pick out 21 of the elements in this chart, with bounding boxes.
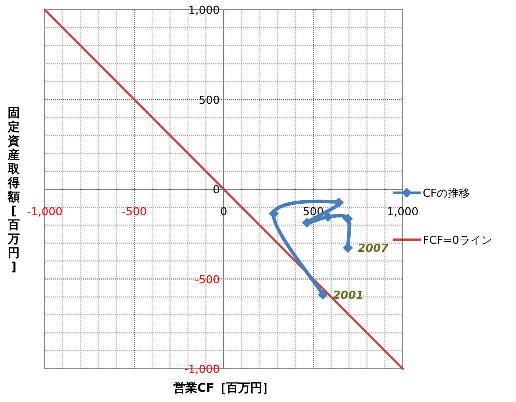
y-tick-label: 500 [199,94,220,107]
point [334,198,344,208]
x-tick-label: 1,000 [387,206,419,218]
x-tick-label: -500 [122,206,147,218]
point [343,214,354,224]
y-tick-label: -1,000 [184,363,220,376]
y-tick-label: 1,000 [188,4,220,17]
point [343,243,354,254]
x-tick-label: -1,000 [27,206,63,218]
point [268,208,279,219]
text: 固定資産取得額[百万円] [8,106,20,274]
annotation: 2007 [358,242,390,256]
point [318,290,328,300]
point [302,218,312,228]
point [323,212,334,222]
y-tick-label: 0 [213,184,220,196]
legend-label: FCF=0ライン [423,234,493,247]
y-tick-label: -500 [195,273,220,286]
legend-label: CFの推移 [423,187,470,200]
annotation: 2001 [333,288,364,302]
x-axis-title: 営業CF［百万円］ [173,381,275,395]
